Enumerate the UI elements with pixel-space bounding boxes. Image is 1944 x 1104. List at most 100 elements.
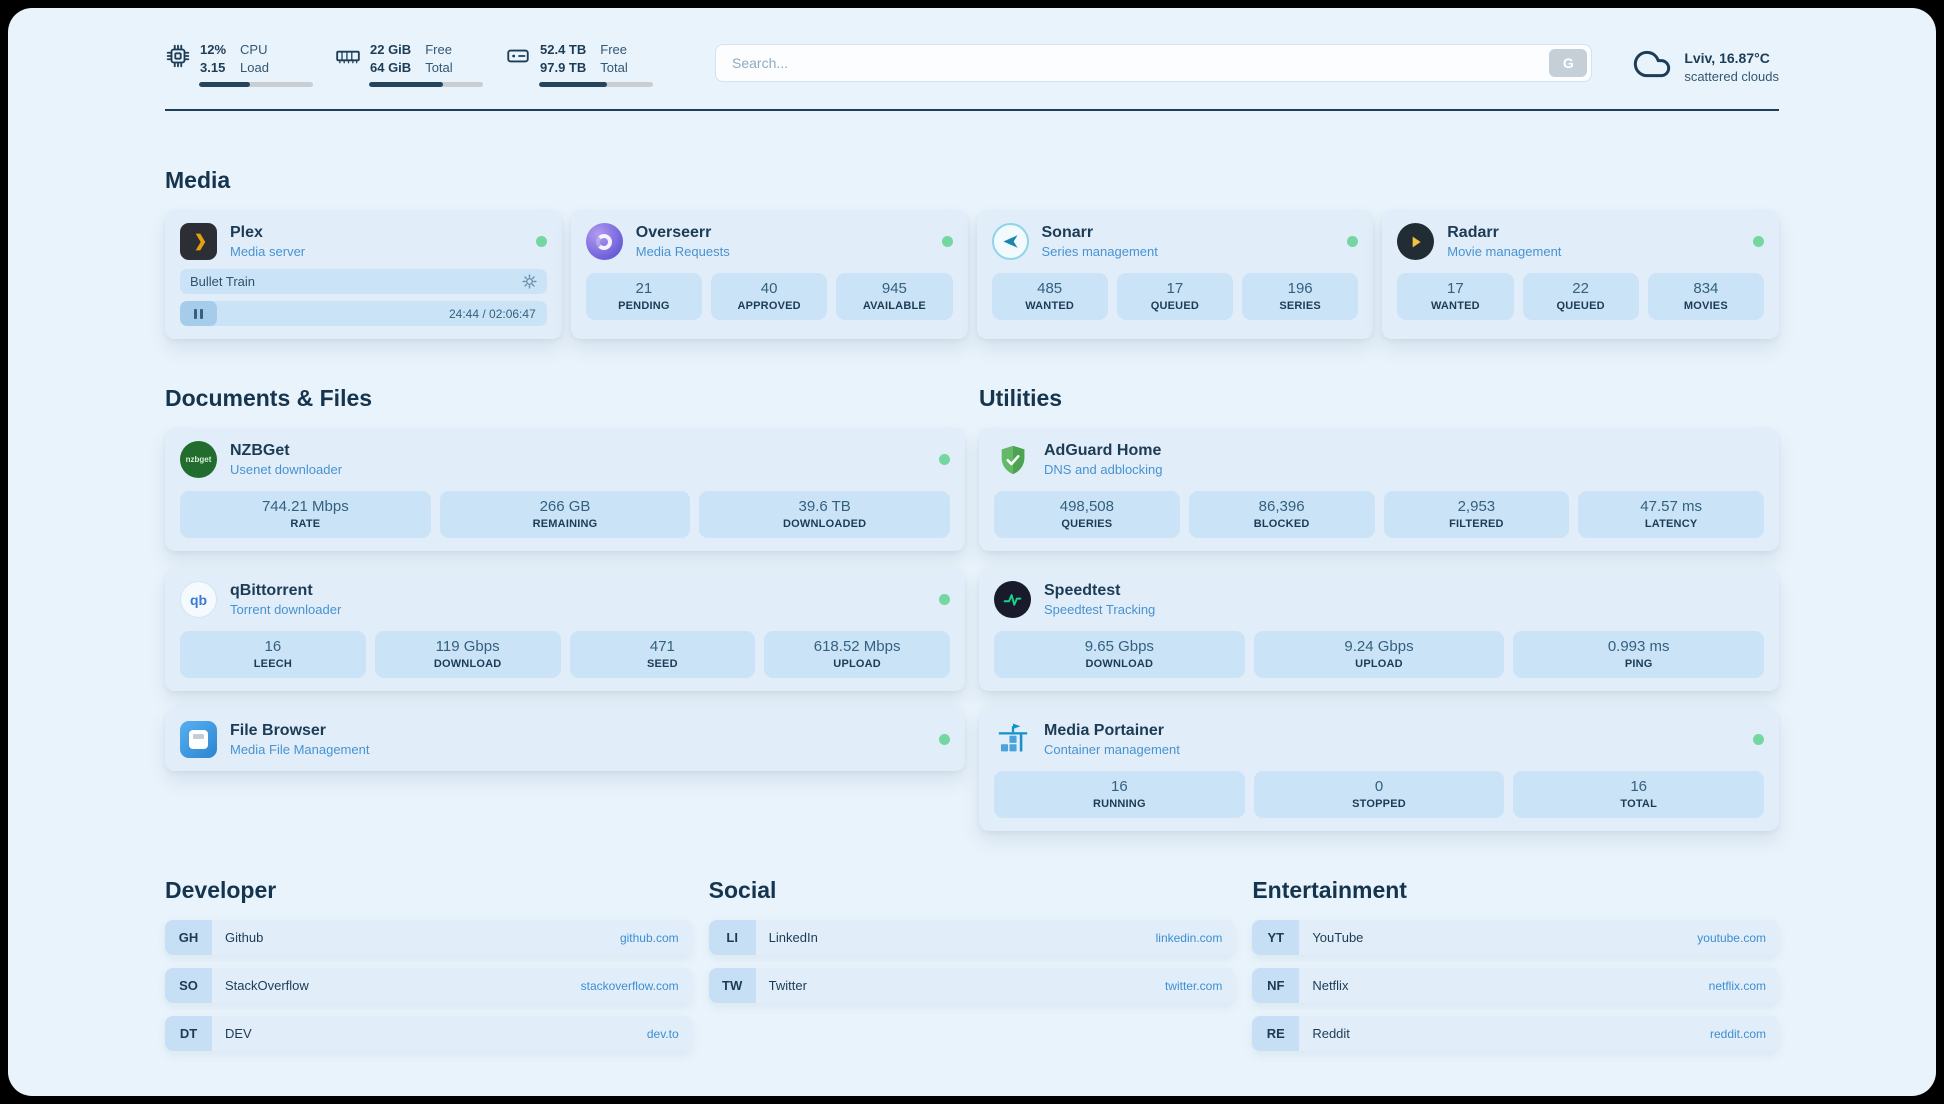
stat-value: 498,508 (1059, 498, 1114, 515)
bookmark-github[interactable]: GH Github github.com (165, 920, 692, 955)
ram-progress-track (369, 82, 483, 87)
bookmarks-section: Developer GH Github github.com SO StackO… (165, 877, 1779, 1051)
stat-tile: 0.993 ms PING (1513, 631, 1765, 678)
stat-label: STOPPED (1352, 798, 1406, 810)
status-dot (535, 236, 547, 247)
bookmark-linkedin[interactable]: LI LinkedIn linkedin.com (708, 920, 1236, 955)
cpu-progress-fill (199, 82, 251, 87)
stat-tile: 485 WANTED (991, 273, 1108, 320)
app-name: qBittorrent (230, 582, 313, 599)
app-name: Media Portainer (1044, 722, 1165, 739)
bookmarks-social: Social LI LinkedIn linkedin.com TW Twitt… (708, 877, 1236, 1051)
sonarr-icon (991, 223, 1029, 260)
stat-value: 485 (1037, 280, 1063, 297)
app-name: AdGuard Home (1044, 442, 1162, 459)
plex-progress-bar[interactable]: 24:44 / 02:06:47 (180, 301, 547, 326)
app-card-filebrowser[interactable]: File Browser Media File Management (165, 708, 965, 771)
stat-value: 16 (1630, 778, 1648, 795)
app-card-speedtest[interactable]: Speedtest Speedtest Tracking 9.65 Gbps D… (979, 568, 1779, 691)
ram-widget: 22 GiB 64 GiB Free Total (335, 42, 483, 87)
stat-tile: 2,953 FILTERED (1383, 491, 1570, 538)
app-card-sonarr[interactable]: Sonarr Series management 485 WANTED 17 Q… (976, 210, 1374, 339)
bookmark-url: github.com (619, 930, 679, 945)
cpu-label-bottom: Load (240, 60, 269, 75)
bookmark-url: linkedin.com (1155, 930, 1223, 945)
app-subtitle: Speedtest Tracking (1044, 602, 1156, 617)
app-card-portainer[interactable]: Media Portainer Container management 16 … (979, 708, 1779, 831)
app-card-plex[interactable]: Plex Media server Bullet Train (165, 210, 562, 339)
section-title-developer: Developer (165, 877, 277, 903)
app-subtitle: Media File Management (230, 742, 370, 757)
app-subtitle: Torrent downloader (230, 602, 342, 617)
bookmark-dev[interactable]: DT DEV dev.to (165, 1016, 692, 1051)
stat-tile: 17 WANTED (1397, 273, 1514, 320)
app-subtitle: Movie management (1447, 244, 1562, 259)
stat-tile: 945 AVAILABLE (836, 273, 953, 320)
stat-tile: 40 APPROVED (711, 273, 828, 320)
bookmark-url: dev.to (646, 1026, 679, 1041)
stat-label: UPLOAD (833, 658, 881, 670)
bookmark-abbr: GH (165, 920, 212, 955)
app-name: Speedtest (1044, 582, 1121, 599)
stat-tile: 471 SEED (569, 631, 756, 678)
status-dot (1347, 236, 1359, 247)
stat-tile: 834 MOVIES (1647, 273, 1764, 320)
bookmark-abbr: RE (1252, 1016, 1300, 1051)
stat-tile: 47.57 ms LATENCY (1578, 491, 1764, 538)
ram-free: 22 GiB (370, 42, 412, 57)
playback-time: 24:44 / 02:06:47 (449, 306, 536, 321)
stat-label: REMAINING (532, 518, 598, 530)
stat-value: 119 Gbps (435, 638, 500, 655)
stat-tile: 17 QUEUED (1116, 273, 1233, 320)
section-title-documents: Documents & Files (165, 385, 373, 411)
stat-value: 9.24 Gbps (1344, 638, 1414, 655)
media-section: Media Plex Media server (165, 167, 1779, 339)
stat-value: 21 (635, 280, 653, 297)
app-card-nzbget[interactable]: nzbget NZBGet Usenet downloader 744.21 M… (165, 428, 965, 551)
app-name: Overseerr (635, 224, 712, 241)
stat-value: 86,396 (1258, 498, 1305, 515)
bookmark-netflix[interactable]: NF Netflix netflix.com (1252, 968, 1779, 1003)
search-engine-button[interactable]: G (1549, 49, 1588, 77)
app-card-radarr[interactable]: Radarr Movie management 17 WANTED 22 QUE… (1382, 210, 1779, 339)
status-dot (941, 236, 953, 247)
stat-value: 16 (1110, 778, 1128, 795)
stat-label: RUNNING (1092, 798, 1146, 810)
bookmark-name: LinkedIn (768, 930, 818, 945)
disk-label-bottom: Total (600, 60, 628, 75)
stat-value: 22 (1572, 280, 1589, 297)
search-input[interactable] (715, 44, 1593, 82)
bookmark-reddit[interactable]: RE Reddit reddit.com (1252, 1016, 1779, 1051)
bookmark-abbr: YT (1252, 920, 1300, 955)
status-dot (939, 734, 950, 745)
documents-column: Documents & Files nzbget NZBGet Usenet d… (165, 385, 965, 831)
bookmark-url: stackoverflow.com (580, 978, 679, 993)
stat-tile: 39.6 TB DOWNLOADED (699, 491, 951, 538)
overseerr-icon (585, 223, 623, 260)
cpu-icon (165, 42, 191, 74)
bookmark-stackoverflow[interactable]: SO StackOverflow stackoverflow.com (165, 968, 692, 1003)
cpu-label-top: CPU (240, 42, 268, 57)
stat-value: 0.993 ms (1607, 638, 1670, 655)
status-dot (1753, 236, 1764, 247)
now-playing-row: Bullet Train (180, 269, 547, 294)
cpu-load-value: 3.15 (200, 60, 226, 75)
ram-total: 64 GiB (370, 60, 412, 75)
bookmark-youtube[interactable]: YT YouTube youtube.com (1252, 920, 1779, 955)
app-card-adguard[interactable]: AdGuard Home DNS and adblocking 498,508 … (979, 428, 1779, 551)
bookmark-twitter[interactable]: TW Twitter twitter.com (708, 968, 1236, 1003)
stat-label: DOWNLOAD (1085, 658, 1154, 670)
radarr-icon (1397, 223, 1435, 260)
disk-free: 52.4 TB (540, 42, 587, 57)
weather-condition: scattered clouds (1684, 68, 1779, 84)
stat-label: QUERIES (1061, 518, 1113, 530)
stat-label: SEED (646, 658, 678, 670)
app-card-qbittorrent[interactable]: qb qBittorrent Torrent downloader 16 (165, 568, 965, 691)
plex-icon (180, 223, 217, 260)
app-card-overseerr[interactable]: Overseerr Media Requests 21 PENDING 40 A… (570, 210, 968, 339)
gear-icon[interactable] (522, 274, 537, 289)
disk-icon (505, 42, 531, 74)
ram-progress-fill (369, 82, 444, 87)
stat-tile: 16 TOTAL (1513, 771, 1765, 818)
disk-widget: 52.4 TB 97.9 TB Free Total (505, 42, 653, 87)
